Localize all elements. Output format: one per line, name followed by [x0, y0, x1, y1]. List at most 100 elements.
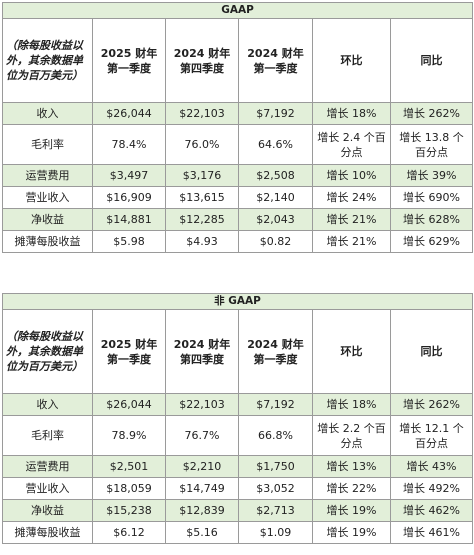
title-row: 非 GAAP — [1, 293, 474, 310]
table-cell: $1,750 — [238, 455, 313, 478]
table-row: 营业收入 $18,059 $14,749 $3,052 增长 22% 增长 492% — [2, 477, 474, 500]
table-cell: $2,501 — [92, 455, 166, 478]
header-cell: 2024 财年第一季度 — [238, 18, 313, 103]
row-label: 运营费用 — [2, 455, 93, 478]
table-cell: 76.0% — [165, 124, 239, 165]
table-cell: 64.6% — [238, 124, 313, 165]
table-cell: $22,103 — [165, 102, 239, 125]
table-cell: 增长 262% — [389, 102, 474, 125]
table-cell: 增长 21% — [312, 208, 391, 231]
table-cell: 增长 12.1 个百分点 — [389, 415, 474, 456]
table-cell: 增长 18% — [312, 393, 391, 416]
row-label: 净收益 — [2, 499, 93, 522]
table-cell: 76.7% — [165, 415, 239, 456]
table-row: 运营费用 $2,501 $2,210 $1,750 增长 13% 增长 43% — [2, 455, 474, 478]
row-label: 毛利率 — [2, 415, 93, 456]
header-cell: 同比 — [389, 309, 474, 394]
table-cell: 增长 39% — [389, 164, 474, 187]
table-cell: 增长 2.2 个百分点 — [312, 415, 391, 456]
table-cell: 增长 492% — [389, 477, 474, 500]
table-cell: 增长 2.4 个百分点 — [312, 124, 391, 165]
row-label: 运营费用 — [2, 164, 93, 187]
table-cell: 增长 262% — [389, 393, 474, 416]
table-cell: $0.82 — [238, 230, 313, 253]
table-cell: $2,713 — [238, 499, 313, 522]
table-cell: $6.12 — [92, 521, 166, 544]
table-cell: 增长 19% — [312, 499, 391, 522]
row-label: 摊薄每股收益 — [2, 521, 93, 544]
table-row: 毛利率 78.4% 76.0% 64.6% 增长 2.4 个百分点 增长 13.8 个百分… — [2, 124, 474, 165]
table-cell: 增长 628% — [389, 208, 474, 231]
table-cell: $13,615 — [165, 186, 239, 209]
table-cell: 78.4% — [92, 124, 166, 165]
table-cell: 增长 43% — [389, 455, 474, 478]
table-row: 运营费用 $3,497 $3,176 $2,508 增长 10% 增长 39% — [2, 164, 474, 187]
table-cell: $3,052 — [238, 477, 313, 500]
table-row: 净收益 $15,238 $12,839 $2,713 增长 19% 增长 462% — [2, 499, 474, 522]
table-cell: 增长 19% — [312, 521, 391, 544]
table-cell: 增长 22% — [312, 477, 391, 500]
header-row: （除每股收益以外，其余数据单位为百万美元） 2025 财年第一季度 2024 财年第… — [2, 309, 474, 394]
header-cell: 2024 财年第四季度 — [165, 309, 239, 394]
table-row: 毛利率 78.9% 76.7% 66.8% 增长 2.2 个百分点 增长 12.1 个百分… — [2, 415, 474, 456]
table-cell: $1.09 — [238, 521, 313, 544]
table-cell: $4.93 — [165, 230, 239, 253]
table-cell: $18,059 — [92, 477, 166, 500]
table-cell: $22,103 — [165, 393, 239, 416]
table-cell: 增长 461% — [389, 521, 474, 544]
header-cell: （除每股收益以外，其余数据单位为百万美元） — [2, 18, 93, 103]
table-cell: $26,044 — [92, 102, 166, 125]
header-row: （除每股收益以外，其余数据单位为百万美元） 2025 财年第一季度 2024 财年第… — [2, 18, 474, 103]
table-cell: $5.16 — [165, 521, 239, 544]
table-cell: $16,909 — [92, 186, 166, 209]
table-cell: 增长 18% — [312, 102, 391, 125]
table-cell: $2,508 — [238, 164, 313, 187]
table-cell: $15,238 — [92, 499, 166, 522]
table-cell: 增长 10% — [312, 164, 391, 187]
table-cell: 增长 13% — [312, 455, 391, 478]
header-cell: 2024 财年第四季度 — [165, 18, 239, 103]
row-label: 营业收入 — [2, 477, 93, 500]
table-cell: 78.9% — [92, 415, 166, 456]
table-row: 净收益 $14,881 $12,285 $2,043 增长 21% 增长 628% — [2, 208, 474, 231]
table-cell: $3,176 — [165, 164, 239, 187]
row-label: 营业收入 — [2, 186, 93, 209]
table-cell: $3,497 — [92, 164, 166, 187]
table-title: 非 GAAP — [1, 293, 474, 310]
table-cell: $14,749 — [165, 477, 239, 500]
table-cell: $7,192 — [238, 102, 313, 125]
title-row: GAAP — [1, 2, 474, 19]
table-cell: $2,140 — [238, 186, 313, 209]
table-cell: $2,210 — [165, 455, 239, 478]
row-label: 摊薄每股收益 — [2, 230, 93, 253]
table-title: GAAP — [1, 2, 474, 19]
table-cell: 增长 13.8 个百分点 — [389, 124, 474, 165]
data-table: 非 GAAP （除每股收益以外，其余数据单位为百万美元） 2025 财年第一季度 20… — [1, 293, 474, 544]
table-cell: $2,043 — [238, 208, 313, 231]
row-label: 毛利率 — [2, 124, 93, 165]
header-cell: 同比 — [389, 18, 474, 103]
table-row: 收入 $26,044 $22,103 $7,192 增长 18% 增长 262% — [2, 102, 474, 125]
table-cell: $7,192 — [238, 393, 313, 416]
row-label: 收入 — [2, 393, 93, 416]
header-cell: 2025 财年第一季度 — [92, 18, 166, 103]
header-cell: 环比 — [312, 309, 391, 394]
row-label: 收入 — [2, 102, 93, 125]
table-cell: $12,839 — [165, 499, 239, 522]
row-label: 净收益 — [2, 208, 93, 231]
header-cell: 2024 财年第一季度 — [238, 309, 313, 394]
table-cell: $12,285 — [165, 208, 239, 231]
table-cell: 增长 629% — [389, 230, 474, 253]
table-cell: 增长 690% — [389, 186, 474, 209]
table-cell: $14,881 — [92, 208, 166, 231]
table-row: 摊薄每股收益 $6.12 $5.16 $1.09 增长 19% 增长 461% — [2, 521, 474, 544]
header-cell: （除每股收益以外，其余数据单位为百万美元） — [2, 309, 93, 394]
header-cell: 2025 财年第一季度 — [92, 309, 166, 394]
table-row: 营业收入 $16,909 $13,615 $2,140 增长 24% 增长 690% — [2, 186, 474, 209]
table-cell: 增长 462% — [389, 499, 474, 522]
table-row: 收入 $26,044 $22,103 $7,192 增长 18% 增长 262% — [2, 393, 474, 416]
table-cell: $26,044 — [92, 393, 166, 416]
data-table: GAAP （除每股收益以外，其余数据单位为百万美元） 2025 财年第一季度 2024… — [1, 2, 474, 253]
table-cell: $5.98 — [92, 230, 166, 253]
